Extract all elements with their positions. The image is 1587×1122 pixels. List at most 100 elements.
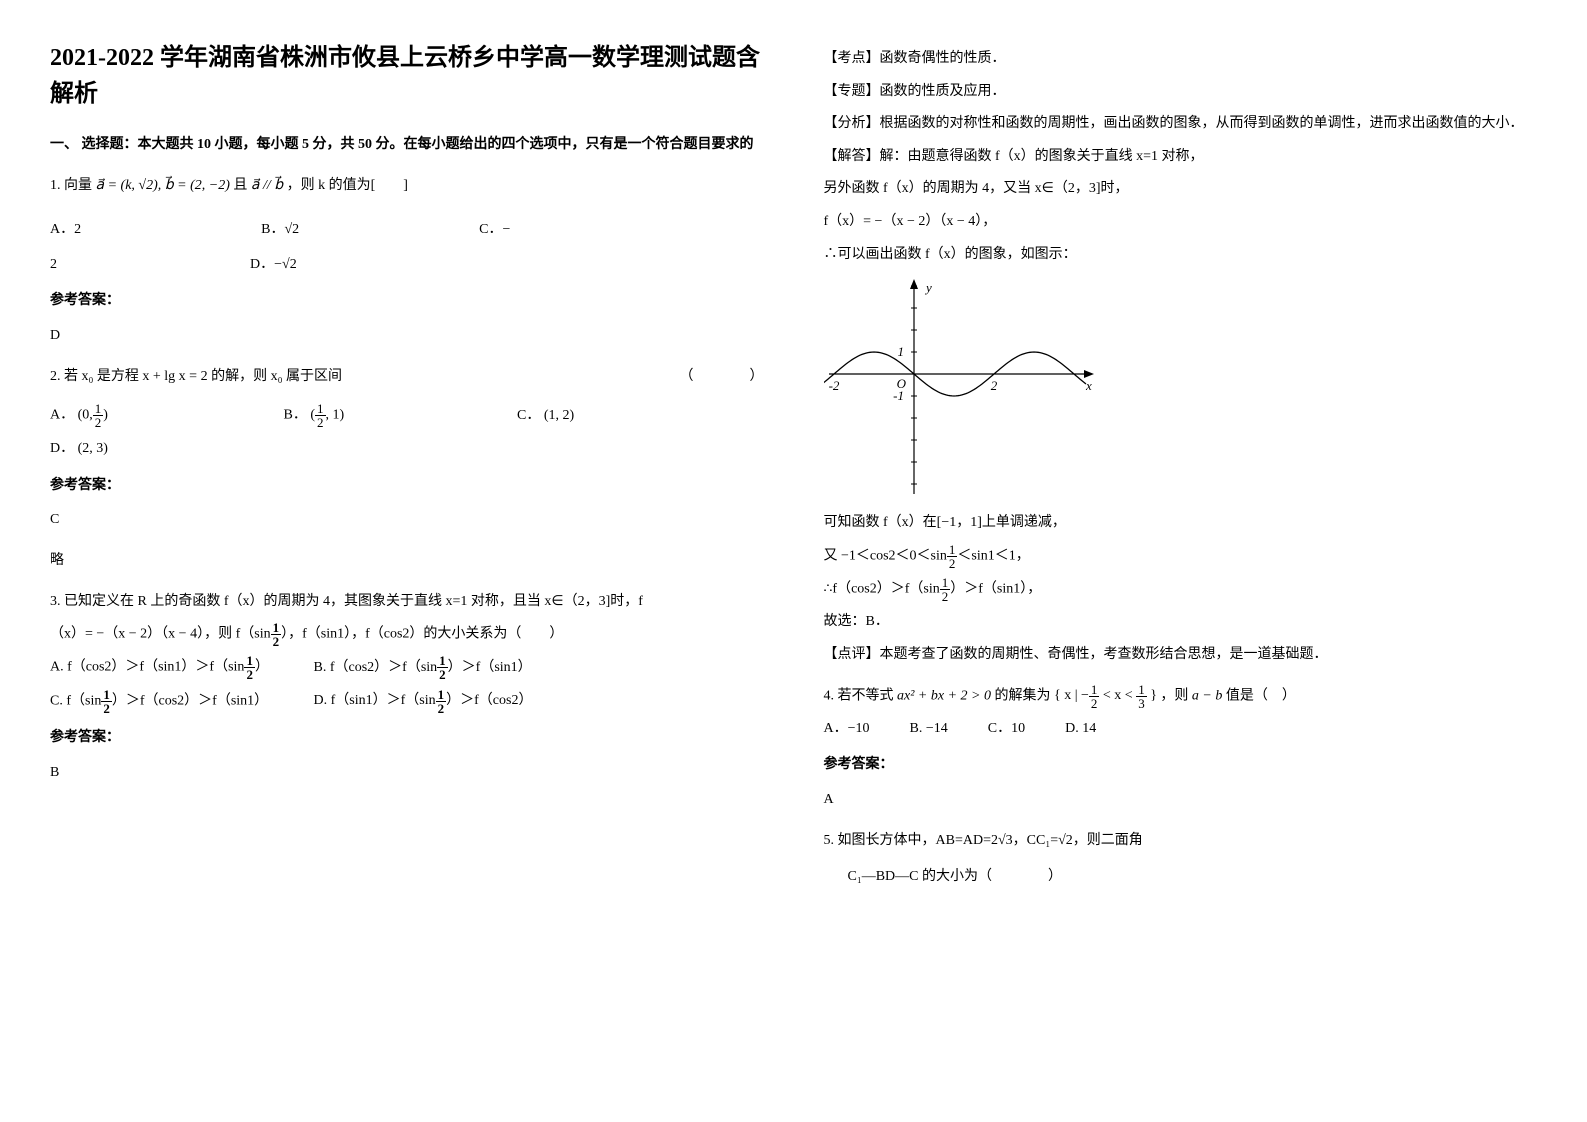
q3-D-1: D. f（sin1）＞f（sin — [314, 693, 436, 708]
q2-optD: D． (2, 3) — [50, 436, 280, 463]
q1-stem: 1. 向量 a⃗ = (k, √2), b⃗ = (2, −2) 且 a⃗ //… — [50, 173, 764, 200]
r3: 【分析】根据函数的对称性和函数的周期性，画出函数的图象，从而得到函数的单调性，进… — [824, 111, 1538, 138]
q1-suf3: ，则 k 的值为[ ] — [287, 178, 408, 193]
q1-optD: D．−√2 — [250, 252, 297, 279]
r5: 另外函数 f（x）的周期为 4，又当 x∈（2，3]时， — [824, 176, 1538, 203]
q3-row-ab: A. f（cos2）＞f（sin1）＞f（sin12） B. f（cos2）＞f… — [50, 654, 764, 681]
q3-C-2: ）＞f（cos2）＞f（sin1） — [112, 693, 268, 708]
q1-answer: D — [50, 323, 764, 350]
rb2-2b: ＜sin1＜1， — [957, 548, 1029, 563]
q2-optC: C． (1, 2) — [517, 403, 597, 430]
function-graph: yx-221-1O — [824, 274, 1104, 504]
q1-answer-label: 参考答案： — [50, 288, 764, 315]
q2-stem: 2. 若 x₀ 是方程 x + lg x = 2 的解，则 x₀ 属于区间 （ … — [50, 364, 764, 391]
q5-s2: √2 — [1058, 833, 1073, 848]
q4-ab: a − b — [1192, 688, 1222, 703]
q3-row-cd: C. f（sin12）＞f（cos2）＞f（sin1） D. f（sin1）＞f… — [50, 688, 764, 715]
q4-sl: { x | − — [1054, 688, 1089, 703]
q3-B-2: ）＞f（sin1） — [448, 660, 532, 675]
q2-optA: A． (0,12) — [50, 402, 280, 429]
q1-optA: A．2 — [50, 217, 81, 244]
rb2-4: 故选：B． — [824, 609, 1538, 636]
q4-f2: 13 — [1136, 683, 1147, 710]
q3-optA: A. f（cos2）＞f（sin1）＞f（sin12） — [50, 654, 310, 681]
q5-l2: C₁—BD—C 的大小为（ ） — [848, 864, 1538, 891]
q3-s2b: ），f（sin1），f（cos2）的大小关系为（ ） — [281, 627, 563, 642]
q2-A-frac: 12 — [93, 402, 104, 429]
q1-options-1: A．2 B．√2 C．− — [50, 217, 764, 244]
q3-D-frac: 12 — [436, 688, 447, 715]
rb2-1: 可知函数 f（x）在[−1，1]上单调递减， — [824, 510, 1538, 537]
q2-extra: 略 — [50, 548, 764, 575]
q2-C-label: C． — [517, 408, 540, 423]
q4-answer: A — [824, 787, 1538, 814]
q2-A-r: ) — [103, 408, 108, 423]
q1-vectors: a⃗ = (k, √2), b⃗ = (2, −2) — [96, 178, 230, 193]
rb2-frac1: 12 — [947, 543, 958, 570]
rb2-2a: 又 −1＜cos2＜0＜sin — [824, 548, 947, 563]
q1-suf1: 且 — [233, 178, 251, 193]
q5-c: ，则二面角 — [1073, 833, 1143, 848]
q3-D-2: ）＞f（cos2） — [446, 693, 532, 708]
q3-frac: 12 — [271, 621, 282, 648]
r1: 【考点】函数奇偶性的性质． — [824, 46, 1538, 73]
q4-b: 的解集为 — [994, 688, 1050, 703]
q4-d: 值是（ ） — [1226, 688, 1296, 703]
q3-A-frac: 12 — [244, 654, 255, 681]
question-4: 4. 若不等式 ax² + bx + 2 > 0 的解集为 { x | −12 … — [824, 683, 1538, 814]
q2-p1: 2. 若 x₀ 是方程 — [50, 369, 142, 384]
q3-fn: 1 — [271, 621, 282, 635]
q3-optB: B. f（cos2）＞f（sin12）＞f（sin1） — [314, 660, 532, 675]
q2-A-label: A． — [50, 408, 74, 423]
rb2-2: 又 −1＜cos2＜0＜sin12＜sin1＜1， — [824, 543, 1538, 570]
rb2-frac2: 12 — [940, 576, 951, 603]
q1-optC-cont: 2 — [50, 252, 250, 279]
question-1: 1. 向量 a⃗ = (k, √2), b⃗ = (2, −2) 且 a⃗ //… — [50, 173, 764, 350]
left-column: 2021-2022 学年湖南省株洲市攸县上云桥乡中学高一数学理测试题含解析 一、… — [0, 0, 794, 1122]
q4-eq: ax² + bx + 2 > 0 — [897, 688, 991, 703]
q2-C-val: (1, 2) — [544, 408, 574, 423]
svg-text:y: y — [924, 280, 932, 295]
q3-stem1: 3. 已知定义在 R 上的奇函数 f（x）的周期为 4，其图象关于直线 x=1 … — [50, 589, 764, 616]
q5-a: 5. 如图长方体中，AB=AD=2 — [824, 833, 998, 848]
q1-optC: C．− — [479, 217, 510, 244]
q4-c: ，则 — [1160, 688, 1192, 703]
q3-C-1: C. f（sin — [50, 693, 101, 708]
r2: 【专题】函数的性质及应用． — [824, 79, 1538, 106]
q2-B-num: 1 — [315, 402, 326, 416]
question-3: 3. 已知定义在 R 上的奇函数 f（x）的周期为 4，其图象关于直线 x=1 … — [50, 589, 764, 787]
q3-A-2: ） — [255, 660, 269, 675]
q2-answer: C — [50, 507, 764, 534]
q3-B-1: B. f（cos2）＞f（sin — [314, 660, 438, 675]
q5-stem: 5. 如图长方体中，AB=AD=2√3，CC₁=√2，则二面角 — [824, 828, 1538, 855]
q3-C-frac: 12 — [101, 688, 112, 715]
q2-paren: （ ） — [680, 364, 764, 391]
q2-B-den: 2 — [315, 416, 326, 429]
q2-B-frac: 12 — [315, 402, 326, 429]
q2-p2: 的解，则 x₀ 属于区间 — [211, 369, 342, 384]
svg-text:2: 2 — [990, 378, 997, 393]
q1-options-2: 2 D．−√2 — [50, 252, 764, 279]
r6: f（x）= −（x − 2）（x − 4）， — [824, 209, 1538, 236]
q1-parallel: a⃗ // b⃗ — [251, 178, 283, 193]
q2-B-label: B． — [284, 408, 307, 423]
q4-sr: } — [1147, 688, 1157, 703]
q2-optB: B． (12, 1) — [284, 402, 514, 429]
q3-answer-label: 参考答案： — [50, 725, 764, 752]
q3-answer: B — [50, 760, 764, 787]
q2-options-row1: A． (0,12) B． (12, 1) C． (1, 2) — [50, 402, 764, 429]
q2-B-r: , 1) — [326, 408, 345, 423]
q3-stem2: （x）= −（x − 2）（x − 4），则 f（sin12），f（sin1），… — [50, 621, 764, 648]
q4-f1: 12 — [1089, 683, 1100, 710]
exam-title: 2021-2022 学年湖南省株洲市攸县上云桥乡中学高一数学理测试题含解析 — [50, 40, 764, 112]
q2-A-l: (0, — [78, 408, 93, 423]
question-5: 5. 如图长方体中，AB=AD=2√3，CC₁=√2，则二面角 C₁—BD—C … — [824, 828, 1538, 891]
q2-D-label: D． — [50, 441, 74, 456]
q4-sm: < x < — [1099, 688, 1136, 703]
q2-answer-label: 参考答案： — [50, 473, 764, 500]
svg-text:O: O — [896, 376, 906, 391]
rb2-3a: ∴f（cos2）＞f（sin — [824, 582, 940, 597]
q1-prefix: 1. 向量 — [50, 178, 92, 193]
q3-fd: 2 — [271, 635, 282, 648]
q2-A-num: 1 — [93, 402, 104, 416]
